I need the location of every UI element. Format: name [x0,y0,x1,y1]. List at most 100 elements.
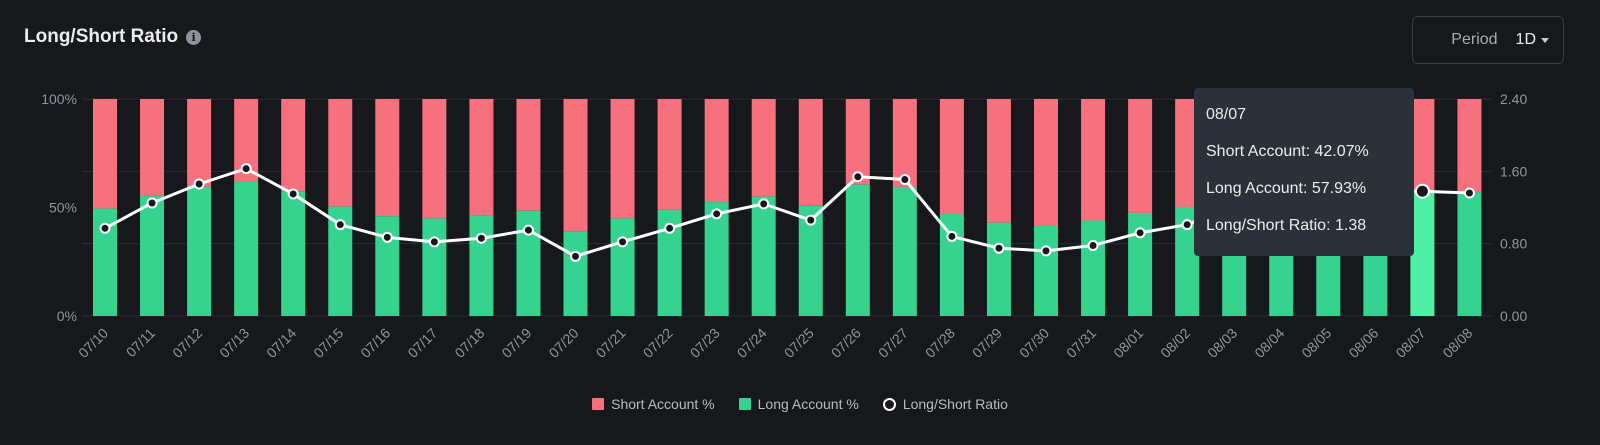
legend-item-short[interactable]: Short Account % [592,396,715,412]
bar-short [610,99,635,219]
legend-label-long: Long Account % [757,396,859,412]
bar-long [563,231,588,316]
bar-short [704,99,729,203]
ratio-point [664,222,676,234]
x-tick-label: 08/02 [1157,325,1193,361]
x-tick-label: 07/22 [640,325,676,361]
x-tick-label: 07/15 [310,325,346,361]
bar-short [1128,99,1153,213]
y-right-tick-label: 0.80 [1500,236,1527,252]
bar-short [657,99,682,210]
x-tick-label: 08/04 [1251,325,1287,361]
bar-short [1081,99,1106,221]
bar-short [1457,99,1482,193]
ratio-point [1087,239,1099,251]
x-tick-label: 07/17 [404,325,440,361]
ratio-point [852,171,864,183]
bar-long [845,184,870,316]
bar-long [1410,190,1435,316]
period-label: Period [1451,31,1498,48]
x-tick-label: 07/12 [169,325,205,361]
bar-short [751,99,776,197]
ratio-point [240,163,252,175]
bar-short [469,99,494,216]
bar-long [704,202,729,316]
ratio-point [711,208,723,220]
x-tick-label: 07/20 [546,325,582,361]
period-dropdown[interactable]: 1D [1516,31,1549,49]
legend-item-long[interactable]: Long Account % [738,396,859,412]
ratio-point [193,178,205,190]
ratio-point [475,232,487,244]
bar-short [93,99,117,209]
chart-header: Long/Short Ratio i [24,26,202,48]
info-icon[interactable]: i [186,29,202,45]
x-tick-label: 08/05 [1298,325,1334,361]
y-left-tick-label: 100% [41,91,77,107]
bar-long [375,216,400,316]
caret-down-icon [1541,37,1549,43]
tooltip-short: Short Account: 42.07% [1206,143,1369,160]
x-tick-label: 07/25 [781,325,817,361]
x-tick-label: 08/03 [1204,325,1240,361]
chart-legend: Short Account % Long Account % Long/Shor… [0,396,1600,412]
tooltip-ratio: Long/Short Ratio: 1.38 [1206,217,1367,234]
ratio-point [146,197,158,209]
ratio-point [617,236,629,248]
tooltip-long: Long Account: 57.93% [1206,180,1367,197]
legend-label-short: Short Account % [611,396,715,412]
x-tick-label: 07/29 [969,325,1005,361]
bar-short [281,99,306,192]
bar-long [986,222,1011,316]
x-tick-label: 07/13 [216,325,252,361]
ratio-point [805,214,817,226]
legend-swatch-ratio [882,397,896,411]
y-right-tick-label: 1.60 [1500,163,1527,179]
period-selector[interactable]: Period 1D [1412,16,1564,64]
ratio-point [99,222,111,234]
x-tick-label: 07/23 [687,325,723,361]
y-right-tick-label: 2.40 [1500,91,1527,107]
x-tick-label: 07/30 [1016,325,1052,361]
bar-long [187,186,212,316]
y-left-tick-label: 50% [49,200,77,216]
bar-long [234,181,259,316]
bar-long [1034,225,1058,316]
x-tick-label: 08/01 [1110,325,1146,361]
x-tick-label: 07/16 [357,325,393,361]
legend-label-ratio: Long/Short Ratio [902,396,1008,412]
bar-long [892,186,917,316]
bar-long [939,214,964,316]
ratio-point [1463,187,1475,199]
ratio-point [334,219,346,231]
period-value: 1D [1515,31,1536,48]
x-tick-label: 08/07 [1392,325,1428,361]
ratio-point [1414,183,1430,199]
bar-long [751,196,776,316]
bar-short [798,99,823,206]
x-tick-label: 08/06 [1345,325,1381,361]
page-title: Long/Short Ratio [24,26,179,47]
bar-short [375,99,400,217]
bar-short [140,99,165,196]
y-left-tick-label: 0% [57,308,77,324]
bar-short [845,99,870,185]
bar-long [610,218,635,316]
x-tick-label: 07/26 [828,325,864,361]
x-tick-label: 07/18 [451,325,487,361]
ratio-point [1134,227,1146,239]
ratio-point [570,250,581,262]
legend-item-ratio[interactable]: Long/Short Ratio [882,396,1008,412]
ratio-point [993,242,1005,254]
x-tick-label: 07/14 [263,325,299,361]
bar-short [1410,99,1435,191]
x-tick-label: 07/24 [734,325,770,361]
bar-short [1034,99,1058,226]
x-tick-label: 07/27 [875,325,911,361]
bar-long [1457,192,1482,316]
chart-tooltip: 08/07 Short Account: 42.07% Long Account… [1194,88,1414,256]
bar-short [187,99,212,187]
bar-short [892,99,917,187]
tooltip-date: 08/07 [1206,106,1247,123]
